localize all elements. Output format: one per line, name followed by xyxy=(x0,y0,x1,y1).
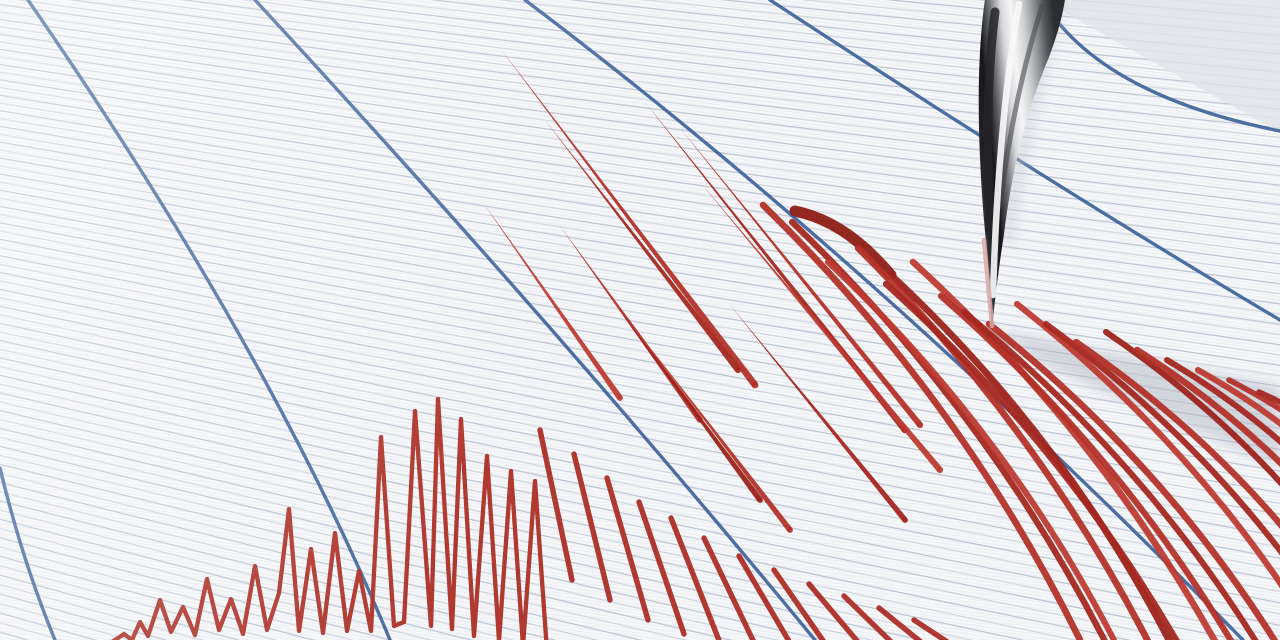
seismograph-pen-stylus xyxy=(978,0,1065,330)
paper-shade-top-right xyxy=(1042,0,1280,133)
red-seismogram-trace xyxy=(111,48,1280,640)
